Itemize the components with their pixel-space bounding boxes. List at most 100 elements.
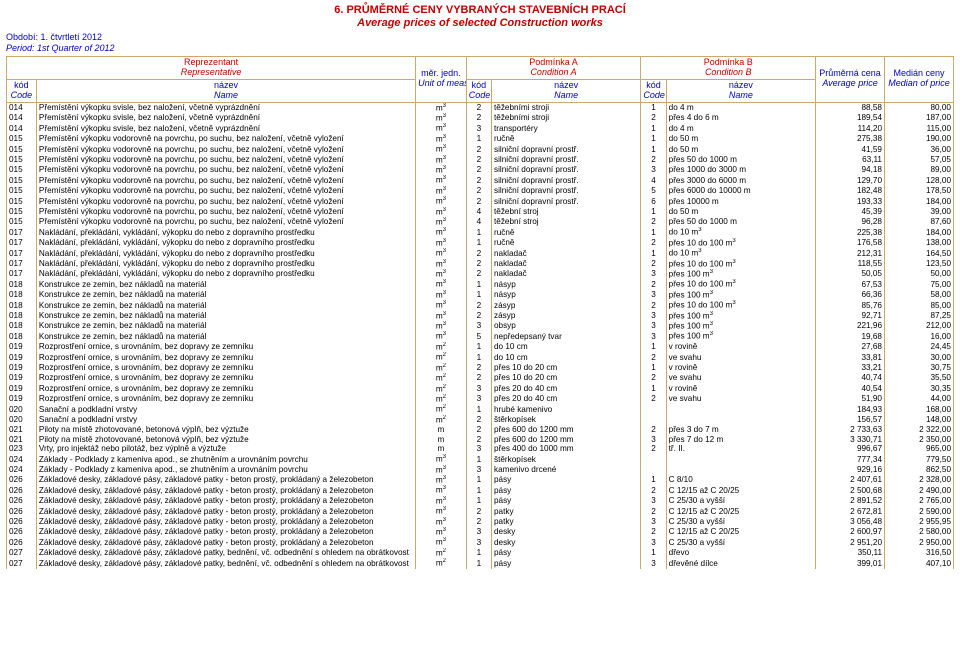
cell-bcode: 1 [641, 123, 666, 133]
cell-acode: 2 [466, 311, 491, 321]
cell-bname: dřevo [666, 548, 815, 558]
cell-aname: přes 20 do 40 cm [491, 394, 640, 404]
cell-bcode: 2 [641, 425, 666, 435]
cell-med: 779,50 [885, 454, 954, 464]
cell-bcode: 2 [641, 300, 666, 310]
cell-acode: 1 [466, 548, 491, 558]
cell-med: 35,50 [885, 373, 954, 383]
cell-unit: m2 [416, 404, 467, 414]
cell-med: 30,75 [885, 363, 954, 373]
cell-avg: 63,11 [816, 155, 885, 165]
cell-code: 019 [7, 373, 37, 383]
cell-aname: silniční dopravní prostř. [491, 186, 640, 196]
cell-med: 44,00 [885, 394, 954, 404]
cell-bcode: 1 [641, 248, 666, 258]
cell-aname: násyp [491, 279, 640, 289]
cell-name: Přemístění výkopku svisle, bez naložení,… [36, 102, 415, 113]
cell-code: 017 [7, 227, 37, 237]
cell-med: 75,00 [885, 279, 954, 289]
cell-unit: m3 [416, 186, 467, 196]
cell-acode: 3 [466, 394, 491, 404]
table-row: 018Konstrukce ze zemin, bez nákladů na m… [7, 300, 954, 310]
cell-bcode: 2 [641, 373, 666, 383]
cell-aname: silniční dopravní prostř. [491, 165, 640, 175]
cell-aname: patky [491, 506, 640, 516]
cell-acode: 2 [466, 113, 491, 123]
cell-unit: m3 [416, 465, 467, 475]
cell-bname: do 4 m [666, 102, 815, 113]
table-row: 017Nakládání, překládání, vykládání, výk… [7, 269, 954, 279]
cell-acode: 2 [466, 415, 491, 425]
cell-unit: m [416, 435, 467, 445]
cell-bname: C 25/30 a vyšší [666, 496, 815, 506]
cell-name: Piloty na místě zhotovované, betonová vý… [36, 425, 415, 435]
cell-unit: m3 [416, 537, 467, 547]
cell-code: 018 [7, 311, 37, 321]
cell-aname: desky [491, 537, 640, 547]
cell-acode: 3 [466, 123, 491, 133]
cell-med: 2 328,00 [885, 475, 954, 485]
cell-unit: m [416, 425, 467, 435]
cell-avg: 221,96 [816, 321, 885, 331]
table-row: 024Základy - Podklady z kameniva apod., … [7, 454, 954, 464]
cell-bname: C 12/15 až C 20/25 [666, 506, 815, 516]
cell-avg: 189,54 [816, 113, 885, 123]
cell-med: 2 765,00 [885, 496, 954, 506]
cell-code: 026 [7, 517, 37, 527]
cell-bcode: 3 [641, 435, 666, 445]
cell-med: 50,00 [885, 269, 954, 279]
cell-aname: ručně [491, 238, 640, 248]
cell-acode: 1 [466, 558, 491, 568]
table-row: 015Přemístění výkopku vodorovně na povrc… [7, 186, 954, 196]
table-row: 017Nakládání, překládání, vykládání, výk… [7, 248, 954, 258]
cell-bcode: 3 [641, 517, 666, 527]
cell-unit: m3 [416, 217, 467, 227]
cell-bcode: 3 [641, 311, 666, 321]
table-row: 015Přemístění výkopku vodorovně na povrc… [7, 165, 954, 175]
cell-med: 16,00 [885, 331, 954, 341]
cell-aname: do 10 cm [491, 352, 640, 362]
cell-code: 020 [7, 415, 37, 425]
cell-bcode: 2 [641, 279, 666, 289]
cell-med: 316,50 [885, 548, 954, 558]
cell-avg: 182,48 [816, 186, 885, 196]
cell-bcode: 3 [641, 269, 666, 279]
cell-aname: pásy [491, 475, 640, 485]
cell-bcode: 4 [641, 175, 666, 185]
cell-bcode: 1 [641, 144, 666, 154]
cell-acode: 2 [466, 155, 491, 165]
cell-med: 2 955,95 [885, 517, 954, 527]
cell-code: 023 [7, 444, 37, 454]
cell-acode: 2 [466, 506, 491, 516]
cell-acode: 2 [466, 517, 491, 527]
cell-bname: do 50 m [666, 144, 815, 154]
cell-bname: přes 100 m3 [666, 290, 815, 300]
cell-acode: 2 [466, 363, 491, 373]
table-row: 027Základové desky, základové pásy, zákl… [7, 558, 954, 568]
cell-acode: 1 [466, 290, 491, 300]
cell-unit: m3 [416, 102, 467, 113]
cell-aname: násyp [491, 290, 640, 300]
head-rep: Reprezentant Representative [7, 56, 416, 79]
cell-acode: 2 [466, 425, 491, 435]
cell-unit: m3 [416, 321, 467, 331]
cell-avg: 3 056,48 [816, 517, 885, 527]
cell-avg: 40,74 [816, 373, 885, 383]
cell-unit: m3 [416, 123, 467, 133]
cell-code: 015 [7, 165, 37, 175]
cell-avg: 225,38 [816, 227, 885, 237]
cell-avg: 85,76 [816, 300, 885, 310]
cell-avg: 2 733,63 [816, 425, 885, 435]
cell-name: Základové desky, základové pásy, základo… [36, 506, 415, 516]
cell-acode: 3 [466, 384, 491, 394]
cell-name: Sanační a podkladní vrstvy [36, 415, 415, 425]
title-en: Average prices of selected Construction … [6, 17, 954, 30]
table-row: 015Přemístění výkopku vodorovně na povrc… [7, 144, 954, 154]
table-row: 015Přemístění výkopku vodorovně na povrc… [7, 155, 954, 165]
cell-aname: přes 10 do 20 cm [491, 373, 640, 383]
cell-aname: nakladač [491, 259, 640, 269]
cell-avg: 193,33 [816, 196, 885, 206]
cell-name: Přemístění výkopku svisle, bez naložení,… [36, 123, 415, 133]
cell-acode: 1 [466, 404, 491, 414]
cell-unit: m3 [416, 227, 467, 237]
